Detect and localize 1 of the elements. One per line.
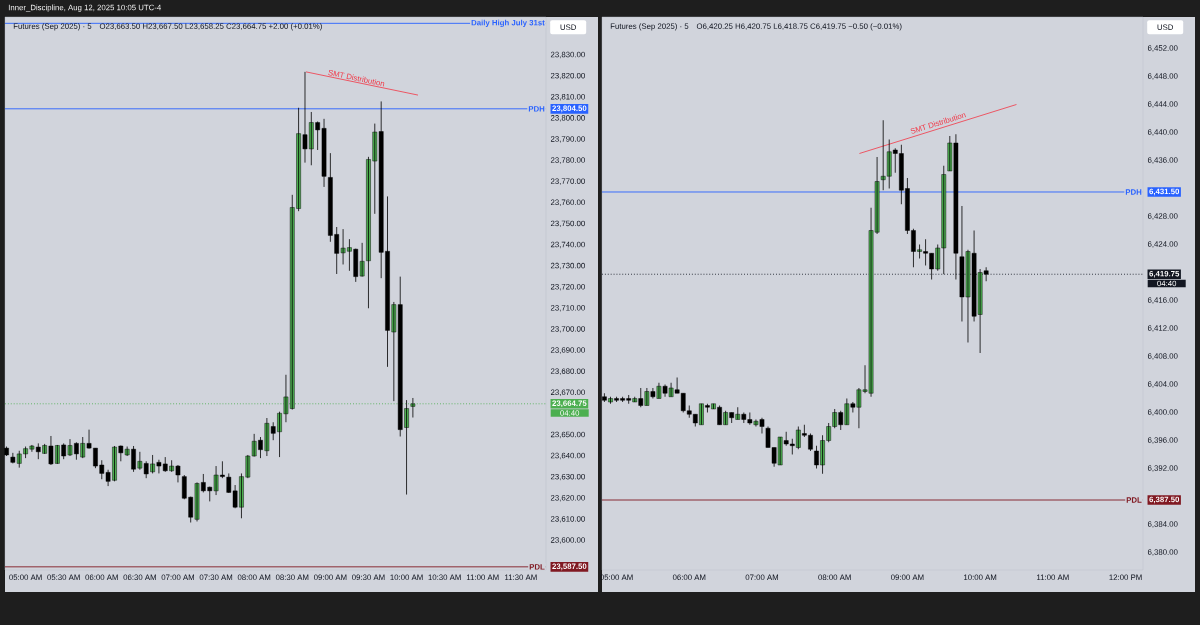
- candlestick: [4, 446, 9, 457]
